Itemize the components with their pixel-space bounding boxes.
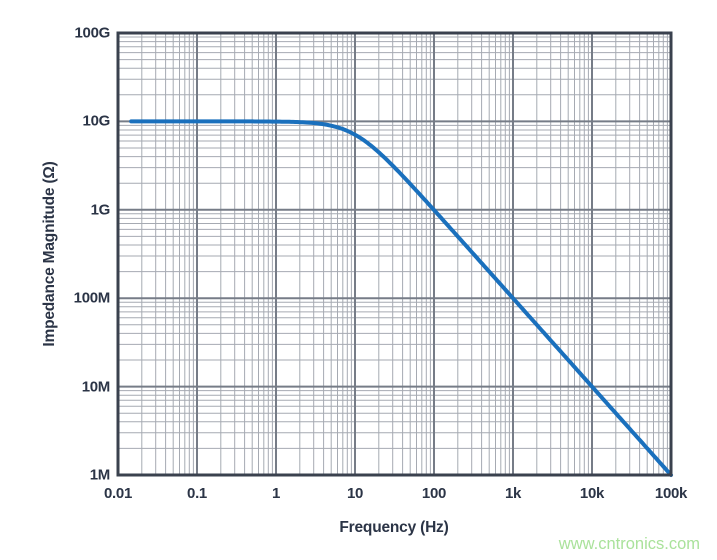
- x-axis-title: Frequency (Hz): [339, 519, 449, 536]
- x-tick-label: 1: [271, 485, 281, 502]
- y-tick-label: 1G: [90, 201, 111, 219]
- y-tick-label: 100G: [74, 24, 111, 42]
- x-tick-label: 0.01: [104, 485, 132, 502]
- watermark-text: www.cntronics.com: [558, 535, 700, 553]
- x-tick-label: 100: [421, 485, 447, 502]
- y-axis-title: Impedance Magnitude (Ω): [41, 161, 58, 347]
- x-tick-label: 10k: [579, 485, 605, 502]
- y-tick-label: 100M: [73, 289, 111, 307]
- y-tick-label: 10M: [81, 378, 111, 396]
- plot-border: [116, 31, 673, 477]
- minor-grid-lines: [118, 33, 671, 475]
- x-tick-label: 10: [346, 485, 364, 502]
- y-tick-label: 10G: [82, 112, 111, 130]
- x-tick-label: 100k: [654, 485, 688, 502]
- x-tick-label: 1k: [504, 485, 522, 502]
- x-tick-label: 0.1: [187, 485, 207, 502]
- impedance-curve: [129, 119, 673, 477]
- y-tick-label: 1M: [89, 466, 111, 484]
